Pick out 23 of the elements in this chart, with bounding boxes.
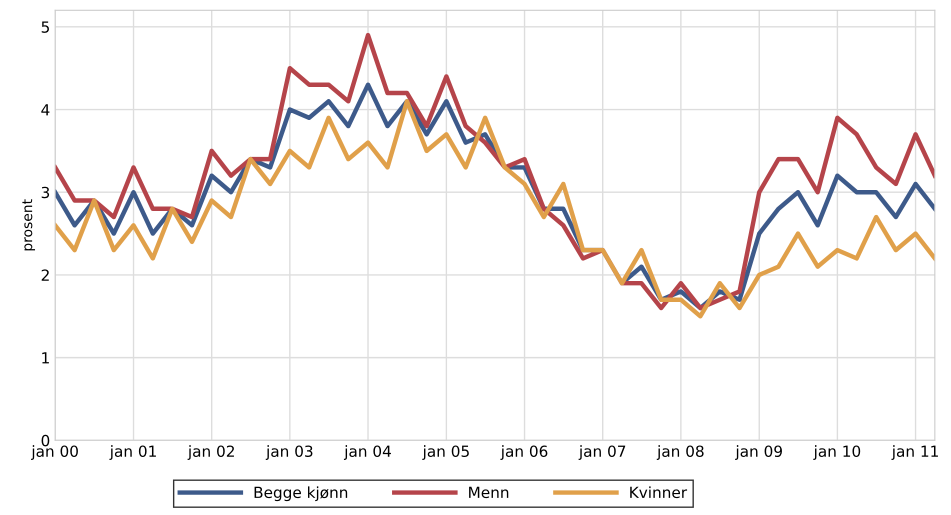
x-tick-label: jan 07 (578, 445, 626, 460)
x-tick-label: jan 05 (422, 445, 469, 460)
y-tick-label: 3 (42, 186, 50, 198)
y-tick-label: 0 (42, 434, 50, 446)
x-tick-label: jan 02 (188, 445, 234, 460)
x-tick-label: jan 03 (266, 445, 312, 460)
x-tick-label: jan 04 (344, 445, 391, 460)
x-tick-label: jan 06 (500, 445, 548, 460)
x-tick-label: jan 09 (735, 445, 782, 460)
y-tick-label: 2 (42, 269, 49, 281)
y-tick-label: 5 (42, 22, 49, 33)
x-tick-label: jan 08 (656, 445, 704, 460)
x-tick-label: jan 00 (31, 445, 78, 460)
y-tick-label: 4 (41, 104, 50, 116)
line-series (55, 32, 935, 310)
x-tick-label: jan 11 (891, 445, 938, 460)
y-tick-label: 1 (42, 352, 49, 364)
legend-label: Kvinner (630, 486, 688, 498)
legend-label: Menn (469, 486, 508, 498)
y-axis-title: prosent (22, 199, 36, 250)
legend-label: Begge kjønn (254, 486, 348, 502)
x-tick-label: jan 01 (109, 445, 156, 460)
x-tick-label: jan 10 (813, 445, 860, 460)
